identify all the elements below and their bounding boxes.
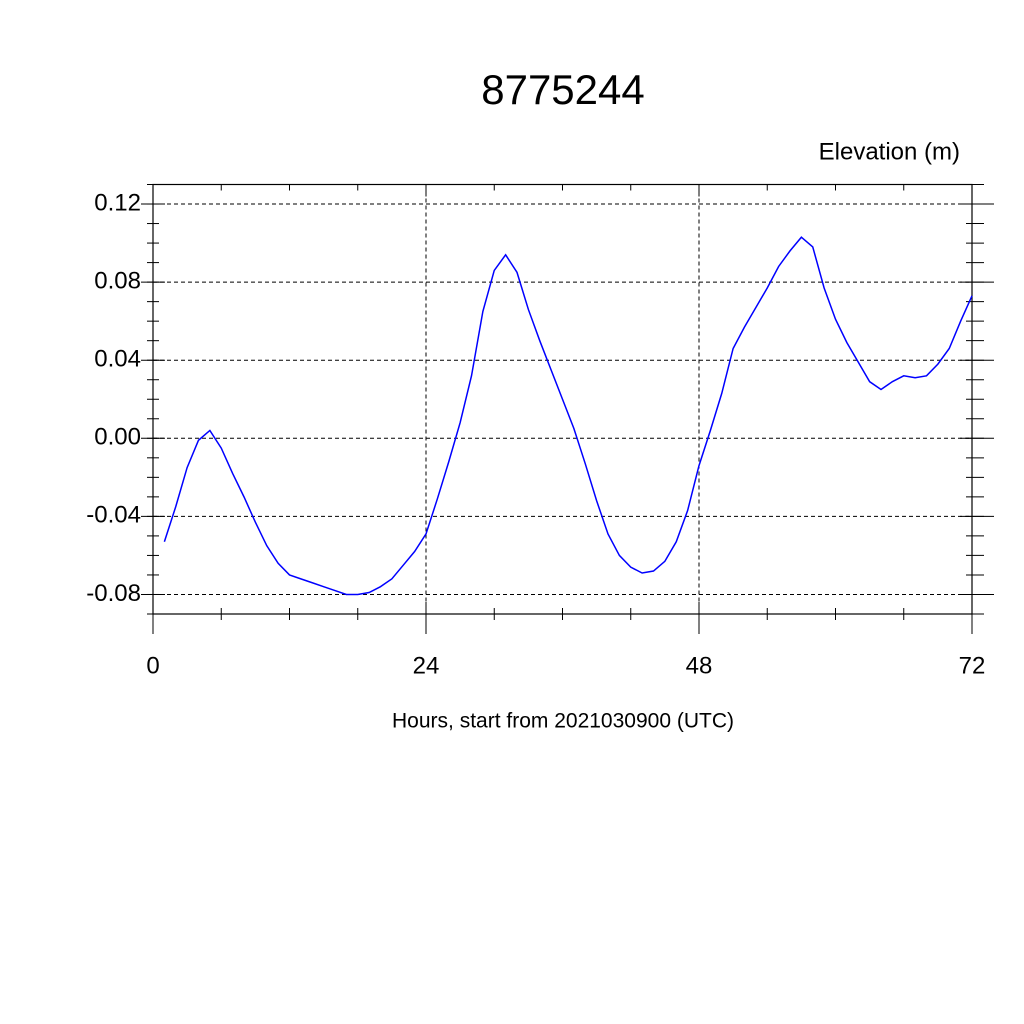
y-axis-label: Elevation (m) <box>819 138 960 165</box>
y-tick-label: -0.08 <box>86 580 141 607</box>
y-tick-label: 0.04 <box>94 346 141 373</box>
data-line <box>163 236 973 596</box>
y-tick-label: 0.00 <box>94 424 141 451</box>
y-tick-label: 0.08 <box>94 267 141 294</box>
x-axis-label: Hours, start from 2021030900 (UTC) <box>392 710 734 733</box>
x-tick-label: 48 <box>686 652 713 679</box>
x-tick-label: 72 <box>959 652 986 679</box>
plot-frame <box>152 183 973 615</box>
y-tick-label: 0.12 <box>94 189 141 216</box>
y-tick-label: -0.04 <box>86 502 141 529</box>
x-tick-label: 24 <box>413 652 440 679</box>
chart-title: 8775244 <box>481 66 645 113</box>
x-tick-label: 0 <box>146 652 159 679</box>
